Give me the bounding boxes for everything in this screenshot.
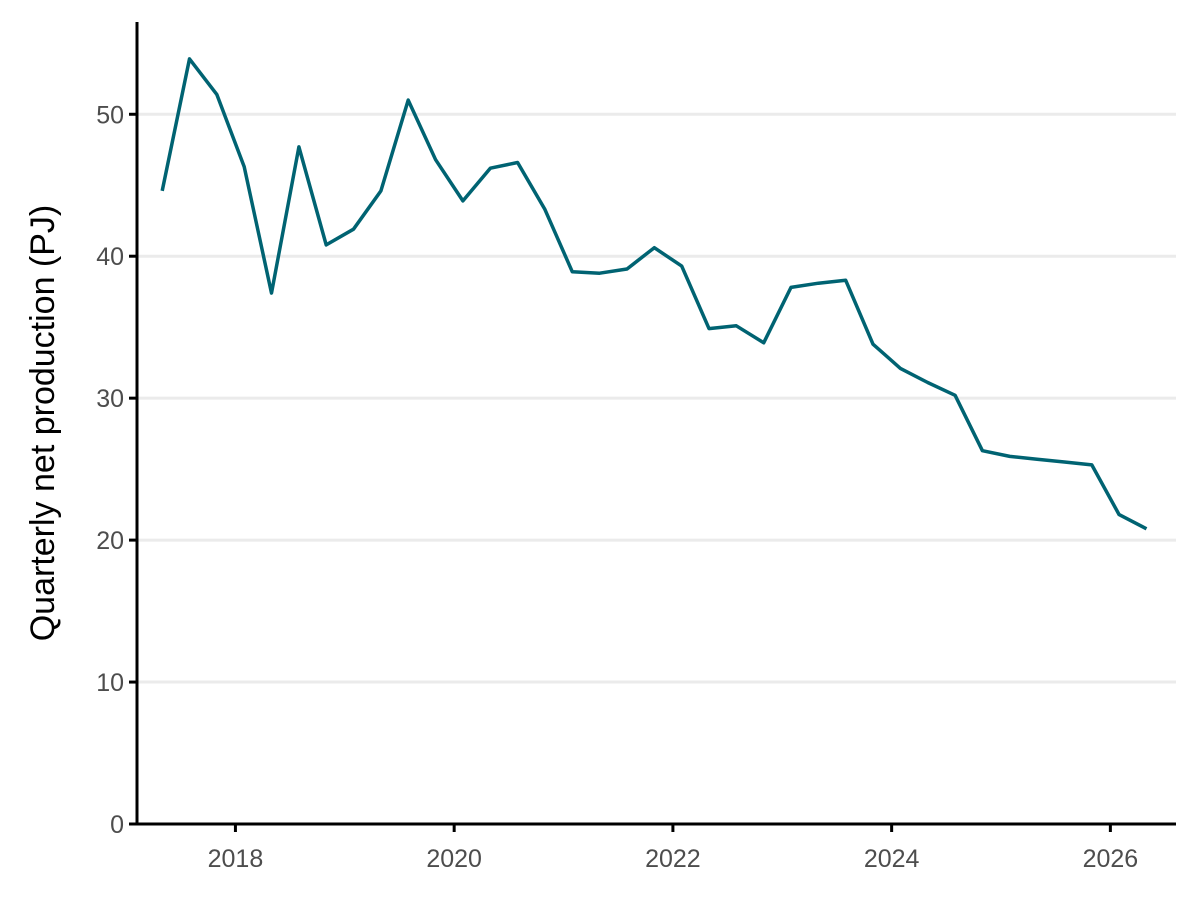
y-tick-label: 40: [96, 243, 124, 271]
y-tick-label: 50: [96, 101, 124, 129]
y-tick-label: 0: [110, 811, 124, 839]
y-tick-label: 20: [96, 527, 124, 555]
series-layer: [160, 57, 1148, 531]
x-tick-label: 2026: [1083, 845, 1139, 873]
axes: 0 10 20 30 40 50 2018 2020 2022 2024 2026: [96, 22, 1176, 873]
gridlines: [137, 112, 1176, 684]
x-tick-label: 2018: [208, 845, 264, 873]
x-tick-label: 2020: [426, 845, 482, 873]
y-tick-label: 30: [96, 385, 124, 413]
x-tick-label: 2024: [864, 845, 920, 873]
series-line: [160, 57, 1148, 531]
y-axis-title: Quarterly net production (PJ): [24, 205, 62, 642]
x-tick-label: 2022: [645, 845, 701, 873]
y-tick-label: 10: [96, 669, 124, 697]
